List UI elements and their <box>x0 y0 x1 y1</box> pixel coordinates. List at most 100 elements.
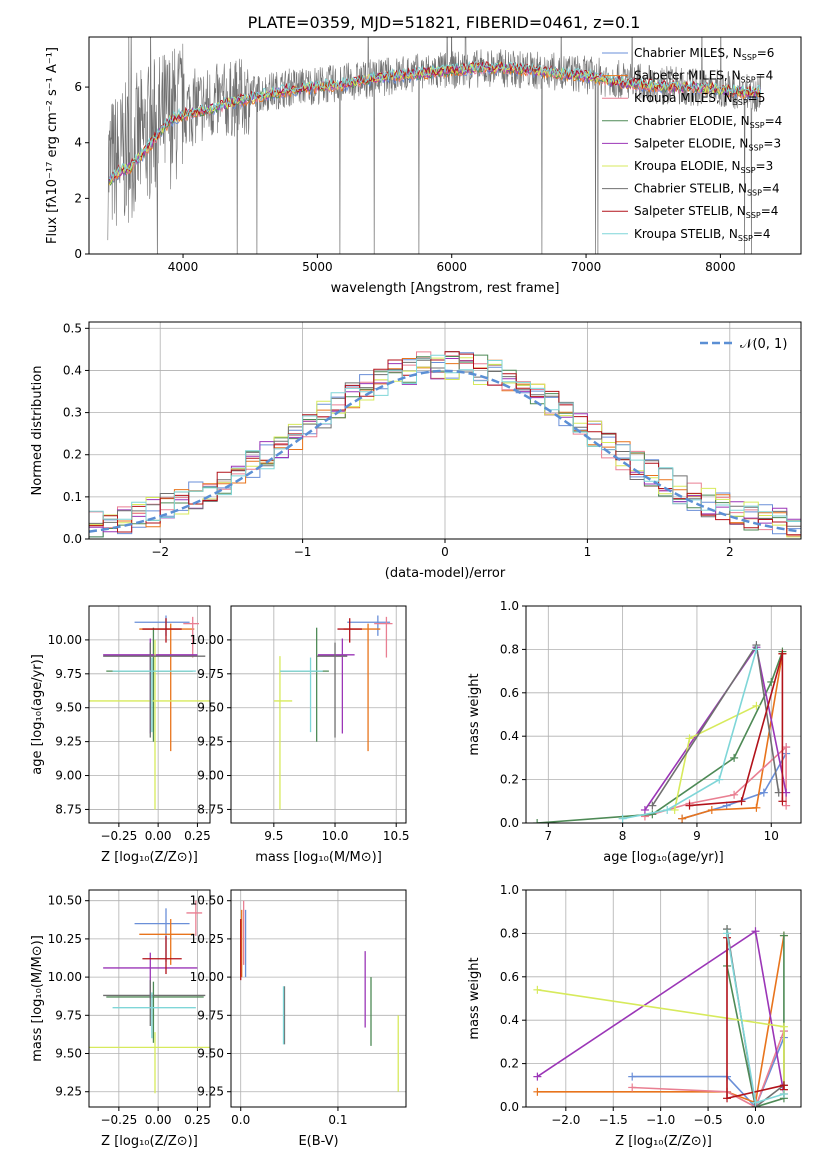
plot-area <box>533 925 788 1107</box>
y-tick-label: 0.4 <box>500 1013 519 1027</box>
legend-nssp: =4 <box>753 227 771 241</box>
axes-frame <box>88 889 211 1108</box>
y-axis-label: mass weight <box>467 673 482 755</box>
x-axis-label: (data-model)/error <box>385 566 506 581</box>
legend-subscript: SSP <box>733 98 748 107</box>
x-tick-label: 8 <box>619 829 627 843</box>
x-tick-label: 9.5 <box>264 829 283 843</box>
axes-overlay: −2 −1 0 1 2 0.0 0.1 0.2 0.3 0.4 0.5 (data-model)/er… <box>30 321 802 581</box>
legend-label: Kroupa STELIB, NSSP=4 <box>634 227 771 243</box>
axes-frame <box>525 889 802 1108</box>
plot-area <box>107 37 762 254</box>
y-axis-label: Normed distribution <box>30 366 45 496</box>
legend-nssp: =6 <box>757 46 775 60</box>
x-tick-label: −1.5 <box>599 1113 628 1127</box>
legend-nssp: =4 <box>762 182 780 196</box>
y-tick-label: 9.50 <box>55 1047 82 1061</box>
legend-nssp: =4 <box>756 69 774 83</box>
x-tick-label: 0.0 <box>231 1113 250 1127</box>
legend-label: 𝒩(0, 1) <box>740 337 787 352</box>
y-tick-label: 9.25 <box>197 1085 224 1099</box>
plot-area <box>273 615 393 810</box>
y-tick-label: 0.4 <box>63 363 82 377</box>
legend-nssp: =3 <box>756 159 774 173</box>
legend-subscript: SSP <box>748 143 763 152</box>
x-tick-label: 6000 <box>436 260 467 274</box>
y-tick-label: 9.00 <box>197 769 224 783</box>
x-tick-label: −0.5 <box>693 1113 722 1127</box>
legend-nssp: =4 <box>761 204 779 218</box>
x-tick-label: 0.25 <box>184 829 211 843</box>
x-tick-label: 7 <box>544 829 552 843</box>
plot-area <box>89 900 210 1094</box>
y-tick-label: 10.50 <box>48 894 82 908</box>
y-tick-label: 4 <box>74 136 82 150</box>
legend-label: Chabrier MILES, NSSP=6 <box>634 46 774 62</box>
axes-frame <box>88 321 802 540</box>
y-tick-label: 0.8 <box>500 642 519 656</box>
panel-age-mass: 9.5 10.0 10.5 8.75 9.00 9.25 9.50 9.75 10.00 mass… <box>190 605 410 865</box>
axes-frame <box>230 889 407 1108</box>
x-tick-label: −2 <box>151 545 169 559</box>
y-tick-label: 9.50 <box>55 701 82 715</box>
plot-area <box>533 641 791 823</box>
y-tick-label: 9.50 <box>197 701 224 715</box>
y-tick-label: 9.75 <box>55 1008 82 1022</box>
weight-line <box>537 935 785 1104</box>
axes-overlay: −2.0 −1.5 −1.0 −0.5 0.0 0.0 0.2 0.4 0.6 0.8 1.0 Z [… <box>467 883 802 1149</box>
axes-overlay: 7 8 9 10 0.0 0.2 0.4 0.6 0.8 1.0 age [log₁₀(age/yr… <box>467 599 802 865</box>
axes-frame <box>230 605 407 824</box>
axes-overlay: 4000 5000 6000 7000 8000 0 2 4 6 wavelength [Angs… <box>45 36 802 296</box>
y-tick-label: 10.00 <box>48 633 82 647</box>
legend-subscript: SSP <box>747 189 762 198</box>
x-tick-label: 0 <box>441 545 449 559</box>
y-tick-label: 10.00 <box>48 970 82 984</box>
legend-label: Salpeter ELODIE, NSSP=3 <box>634 136 781 152</box>
legend-subscript: SSP <box>746 211 761 220</box>
plot-area <box>89 351 801 539</box>
x-tick-label: 7000 <box>571 260 602 274</box>
y-tick-label: 9.25 <box>55 735 82 749</box>
y-tick-label: 9.75 <box>197 1008 224 1022</box>
legend-subscript: SSP <box>741 166 756 175</box>
x-tick-label: 4000 <box>168 260 199 274</box>
legend-nssp: =5 <box>748 91 766 105</box>
figure-title: PLATE=0359, MJD=51821, FIBERID=0461, z=0… <box>248 13 641 32</box>
x-tick-label: 9 <box>693 829 701 843</box>
legend-nssp: =3 <box>763 136 781 150</box>
histogram-step <box>89 354 801 539</box>
y-tick-label: 0.4 <box>500 729 519 743</box>
axes-overlay: 0.0 0.1 9.25 9.50 9.75 10.00 10.25 10.50 E(B-V) <box>190 889 407 1149</box>
x-tick-label: 5000 <box>302 260 333 274</box>
x-axis-label: Z [log₁₀(Z/Z⊙)] <box>101 850 198 865</box>
x-tick-label: 1 <box>584 545 592 559</box>
y-tick-label: 0.0 <box>500 1100 519 1114</box>
plot-area <box>240 900 399 1092</box>
x-tick-label: 0.00 <box>145 1113 172 1127</box>
y-tick-label: 10.00 <box>190 633 224 647</box>
y-tick-label: 9.75 <box>197 667 224 681</box>
panel-spectrum: 4000 5000 6000 7000 8000 0 2 4 6 wavelength [Angs… <box>45 36 802 296</box>
y-tick-label: 0.0 <box>500 816 519 830</box>
x-tick-label: −0.25 <box>100 829 137 843</box>
panel-weight-age: 7 8 9 10 0.0 0.2 0.4 0.6 0.8 1.0 age [log₁₀(age/yr… <box>467 599 802 865</box>
legend-label: Chabrier ELODIE, NSSP=4 <box>634 114 782 130</box>
x-tick-label: 10.0 <box>322 829 349 843</box>
x-tick-label: 0.25 <box>184 1113 211 1127</box>
legend: Chabrier MILES, NSSP=6 Salpeter MILES, NS… <box>602 46 782 243</box>
legend-subscript: SSP <box>741 76 756 85</box>
y-tick-label: 2 <box>74 191 82 205</box>
y-axis-label: mass [log₁₀(M/M⊙)] <box>30 935 45 1062</box>
x-tick-label: 0.0 <box>746 1113 765 1127</box>
y-tick-label: 1.0 <box>500 599 519 613</box>
legend-label: Salpeter MILES, NSSP=4 <box>634 69 773 85</box>
x-tick-label: 0.1 <box>328 1113 347 1127</box>
weight-line <box>622 649 758 820</box>
y-tick-label: 0.1 <box>63 490 82 504</box>
y-tick-label: 0.6 <box>500 970 519 984</box>
x-tick-label: −1.0 <box>646 1113 675 1127</box>
x-tick-label: 0.00 <box>145 829 172 843</box>
axes-overlay: −0.25 0.00 0.25 9.25 9.50 9.75 10.00 10.25 10.50… <box>30 889 211 1149</box>
axes-frame <box>88 605 211 824</box>
